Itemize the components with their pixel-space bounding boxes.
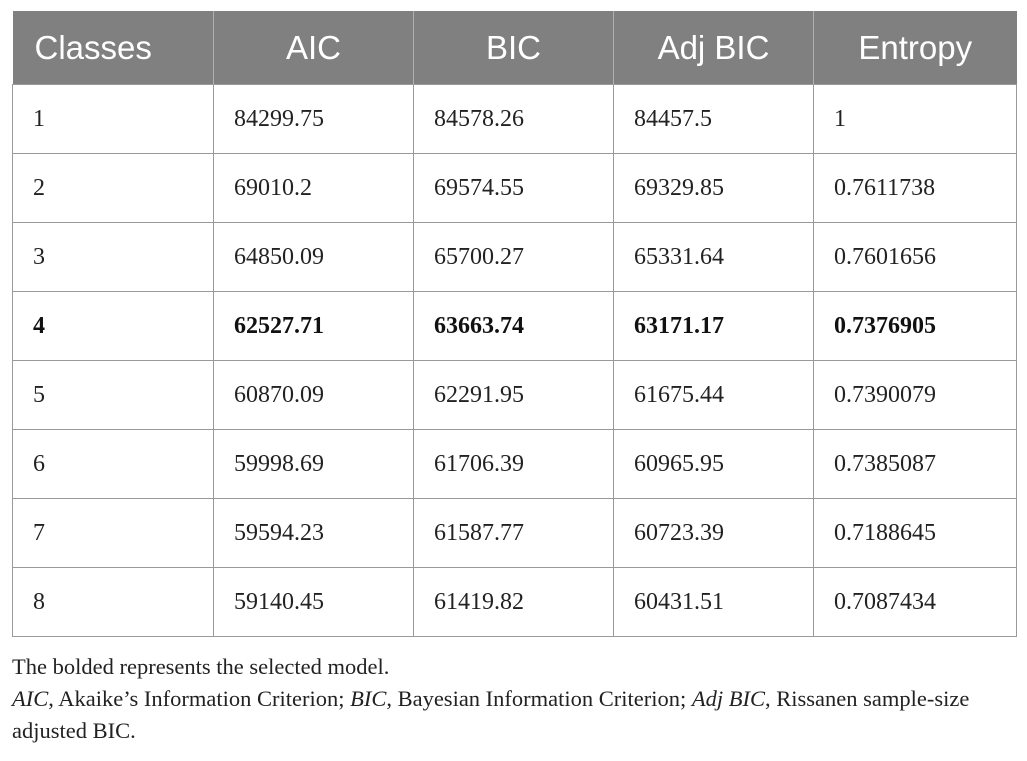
- cell-entropy: 0.7601656: [813, 222, 1017, 292]
- cell-aic: 59140.45: [213, 567, 414, 637]
- abbreviation-term: Adj BIC: [691, 686, 766, 711]
- table-body: 1 84299.75 84578.26 84457.5 1 2 69010.2 69574.5…: [12, 84, 1017, 637]
- cell-bic: 61706.39: [413, 429, 614, 499]
- cell-entropy: 0.7385087: [813, 429, 1017, 499]
- table-row: 5 60870.09 62291.95 61675.44 0.7390079: [12, 360, 1017, 430]
- abbreviation-definition: , Rissanen sample-size adjusted BIC.: [12, 686, 970, 743]
- selected-model-note: The bolded represents the selected model…: [12, 654, 390, 679]
- table-row: 3 64850.09 65700.27 65331.64 0.7601656: [12, 222, 1017, 292]
- cell-aic: 64850.09: [213, 222, 414, 292]
- cell-entropy: 1: [813, 84, 1017, 154]
- cell-bic: 84578.26: [413, 84, 614, 154]
- cell-adj-bic: 61675.44: [613, 360, 814, 430]
- cell-aic: 62527.71: [213, 291, 414, 361]
- cell-classes: 4: [12, 291, 214, 361]
- abbreviation-term: AIC: [12, 686, 49, 711]
- cell-adj-bic: 60431.51: [613, 567, 814, 637]
- data-table-container: Classes AIC BIC Adj BIC Entropy 1 84299.7…: [12, 11, 1017, 637]
- cell-bic: 69574.55: [413, 153, 614, 223]
- cell-entropy: 0.7188645: [813, 498, 1017, 568]
- cell-aic: 60870.09: [213, 360, 414, 430]
- cell-classes: 2: [12, 153, 214, 223]
- abbreviation-definition: , Akaike’s Information Criterion;: [48, 686, 351, 711]
- cell-adj-bic: 60723.39: [613, 498, 814, 568]
- cell-classes: 1: [12, 84, 214, 154]
- cell-bic: 65700.27: [413, 222, 614, 292]
- column-header-adj-bic: Adj BIC: [613, 11, 814, 85]
- cell-bic: 61587.77: [413, 498, 614, 568]
- cell-adj-bic: 65331.64: [613, 222, 814, 292]
- table-row: 2 69010.2 69574.55 69329.85 0.7611738: [12, 153, 1017, 223]
- cell-bic: 62291.95: [413, 360, 614, 430]
- cell-classes: 5: [12, 360, 214, 430]
- model-fit-table: Classes AIC BIC Adj BIC Entropy 1 84299.7…: [12, 11, 1017, 637]
- cell-bic: 61419.82: [413, 567, 614, 637]
- cell-classes: 8: [12, 567, 214, 637]
- table-header-row: Classes AIC BIC Adj BIC Entropy: [12, 11, 1017, 85]
- cell-entropy: 0.7087434: [813, 567, 1017, 637]
- abbreviations-note: AIC, Akaike’s Information Criterion; BIC…: [12, 683, 1020, 747]
- column-header-entropy: Entropy: [813, 11, 1017, 85]
- column-header-bic: BIC: [413, 11, 614, 85]
- abbreviation-definition: , Bayesian Information Criterion;: [386, 686, 692, 711]
- column-header-classes: Classes: [12, 11, 214, 85]
- table-row: 1 84299.75 84578.26 84457.5 1: [12, 84, 1017, 154]
- column-header-aic: AIC: [213, 11, 414, 85]
- cell-adj-bic: 84457.5: [613, 84, 814, 154]
- cell-aic: 59594.23: [213, 498, 414, 568]
- cell-adj-bic: 60965.95: [613, 429, 814, 499]
- cell-aic: 69010.2: [213, 153, 414, 223]
- cell-aic: 84299.75: [213, 84, 414, 154]
- table-row: 6 59998.69 61706.39 60965.95 0.7385087: [12, 429, 1017, 499]
- cell-adj-bic: 63171.17: [613, 291, 814, 361]
- cell-entropy: 0.7376905: [813, 291, 1017, 361]
- cell-adj-bic: 69329.85: [613, 153, 814, 223]
- cell-entropy: 0.7390079: [813, 360, 1017, 430]
- table-row: 7 59594.23 61587.77 60723.39 0.7188645: [12, 498, 1017, 568]
- cell-classes: 7: [12, 498, 214, 568]
- table-row: 8 59140.45 61419.82 60431.51 0.7087434: [12, 567, 1017, 637]
- abbreviation-term: BIC: [350, 686, 387, 711]
- table-row: 4 62527.71 63663.74 63171.17 0.7376905: [12, 291, 1017, 361]
- cell-bic: 63663.74: [413, 291, 614, 361]
- cell-entropy: 0.7611738: [813, 153, 1017, 223]
- cell-classes: 3: [12, 222, 214, 292]
- cell-classes: 6: [12, 429, 214, 499]
- cell-aic: 59998.69: [213, 429, 414, 499]
